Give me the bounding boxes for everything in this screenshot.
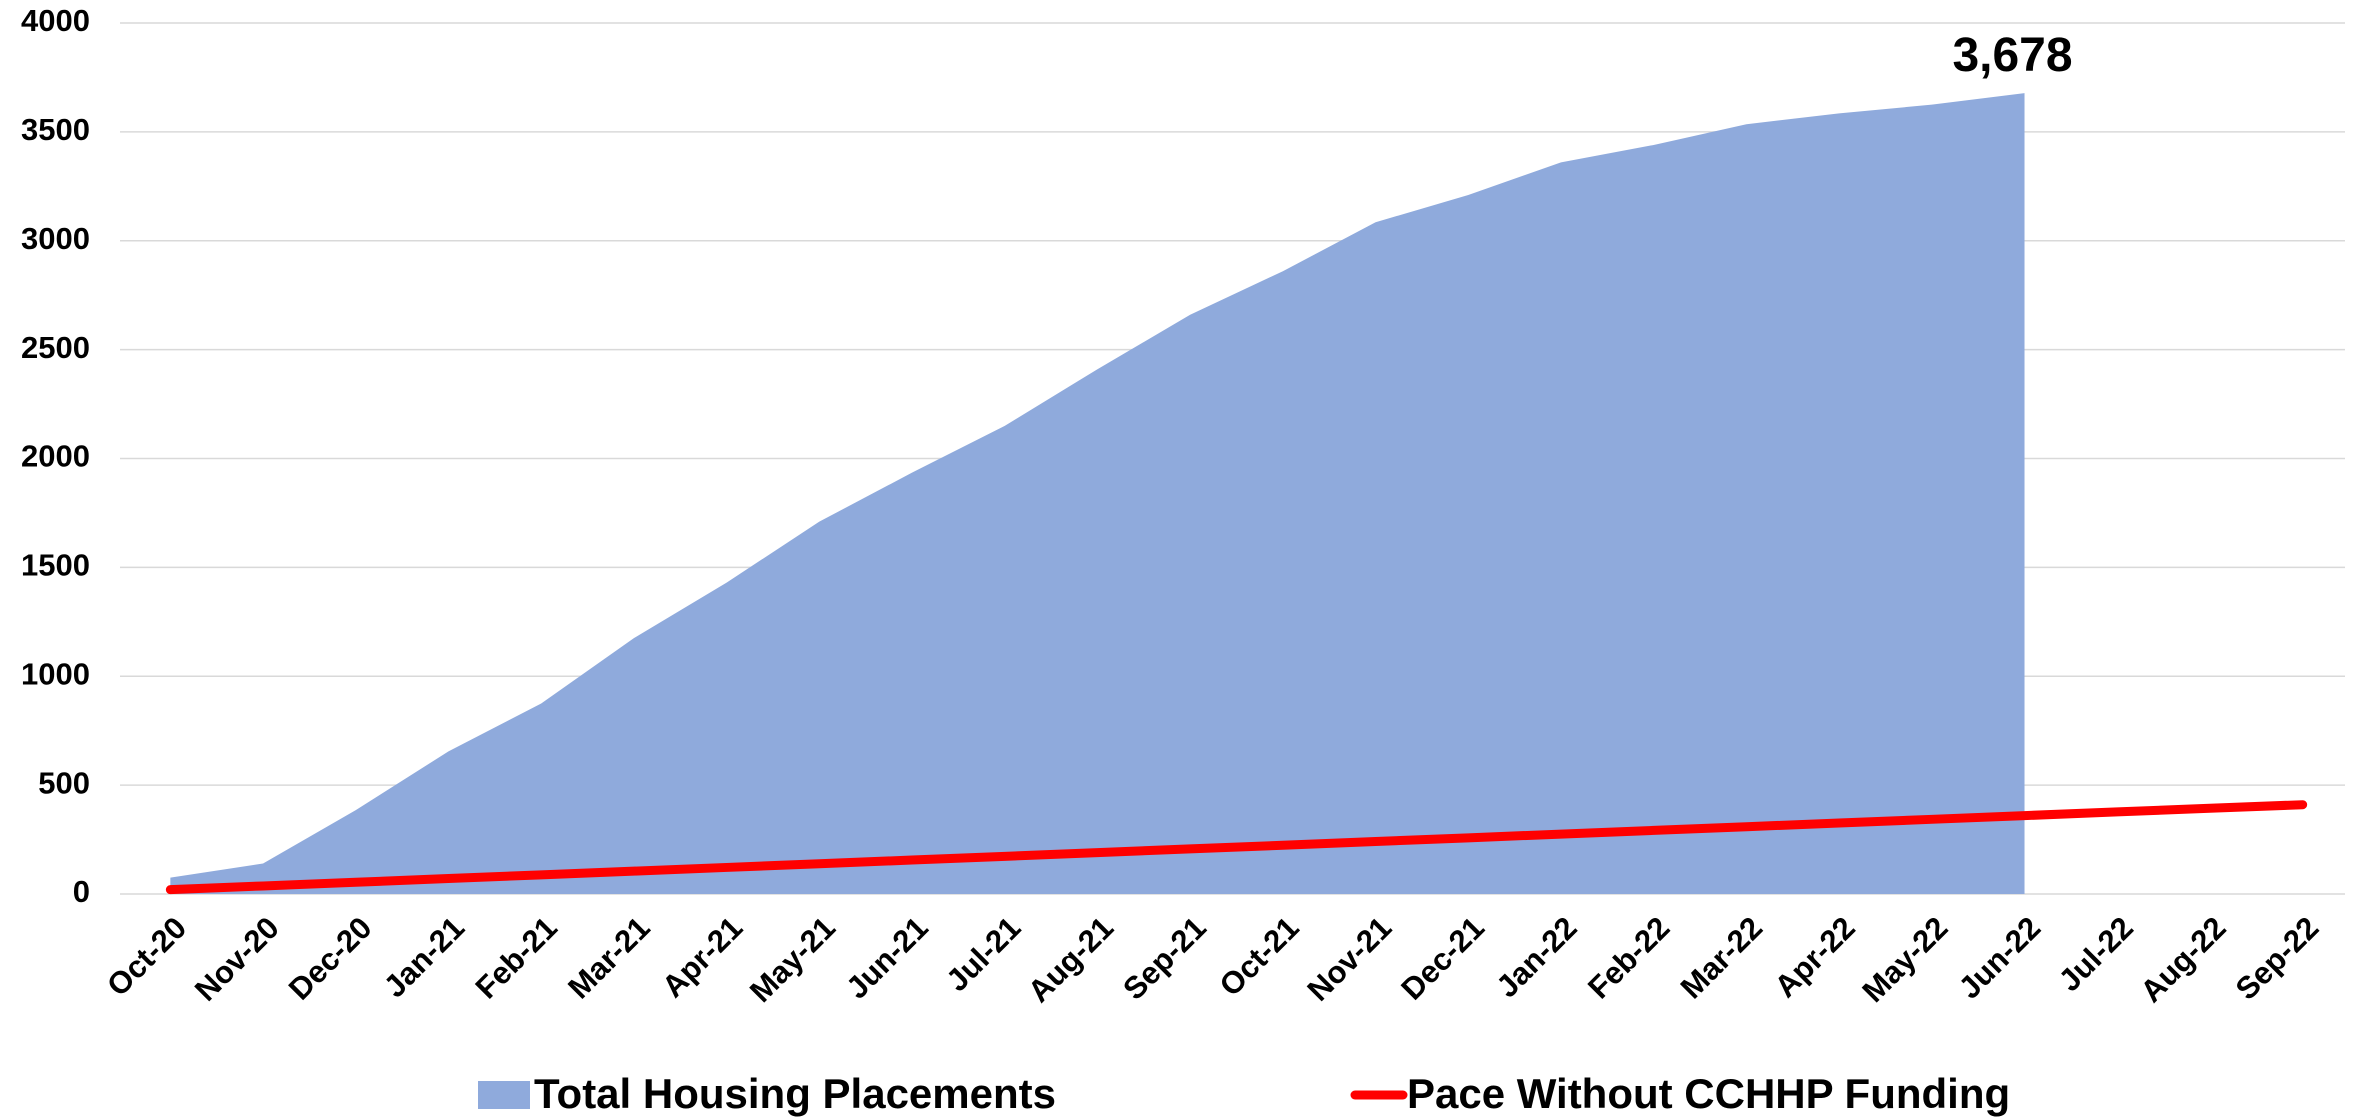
x-tick-label: Feb-21 [469, 910, 564, 1005]
y-tick-label: 4000 [21, 3, 90, 38]
x-tick-label: Nov-21 [1300, 910, 1398, 1008]
y-tick-label: 3000 [21, 221, 90, 256]
y-tick-label: 1000 [21, 656, 90, 691]
y-tick-label: 2000 [21, 439, 90, 474]
y-tick-label: 3500 [21, 112, 90, 147]
x-tick-label: Nov-20 [188, 910, 286, 1008]
x-tick-label: Feb-22 [1581, 910, 1676, 1005]
x-tick-label: Jul-21 [939, 910, 1027, 998]
x-tick-label: Aug-21 [1021, 910, 1120, 1009]
x-tick-label: May-22 [1855, 910, 1954, 1009]
x-tick-label: Dec-20 [282, 910, 379, 1007]
x-tick-label: Aug-22 [2134, 910, 2233, 1009]
x-tick-label: Oct-21 [1213, 910, 1306, 1003]
x-tick-label: Jan-21 [377, 910, 471, 1004]
x-tick-label: Jul-22 [2052, 910, 2140, 998]
x-tick-label: Jan-22 [1490, 910, 1584, 1004]
x-tick-label: Jun-21 [839, 910, 934, 1005]
x-tick-label: Apr-21 [655, 910, 749, 1004]
x-tick-label: Dec-21 [1394, 910, 1491, 1007]
data-label: 3,678 [1952, 29, 2072, 82]
y-tick-label: 1500 [21, 548, 90, 583]
y-tick-label: 500 [38, 765, 90, 800]
line [165, 800, 2308, 895]
legend-label: Total Housing Placements [534, 1070, 1056, 1117]
area [170, 93, 2025, 895]
legend-label: Pace Without CCHHP Funding [1407, 1070, 2010, 1117]
x-tick-label: Mar-22 [1674, 910, 1769, 1005]
y-tick-label: 2500 [21, 330, 90, 365]
x-tick-label: Apr-22 [1768, 910, 1862, 1004]
y-tick-label: 0 [73, 874, 90, 909]
x-tick-label: Sep-21 [1116, 910, 1213, 1007]
x-tick-label: Oct-20 [100, 910, 193, 1003]
x-tick-label: Mar-21 [561, 910, 656, 1005]
legend-swatch [478, 1081, 530, 1109]
x-tick-label: Sep-22 [2229, 910, 2326, 1007]
x-tick-label: Jun-22 [1952, 910, 2047, 1005]
x-tick-label: May-21 [743, 910, 842, 1009]
